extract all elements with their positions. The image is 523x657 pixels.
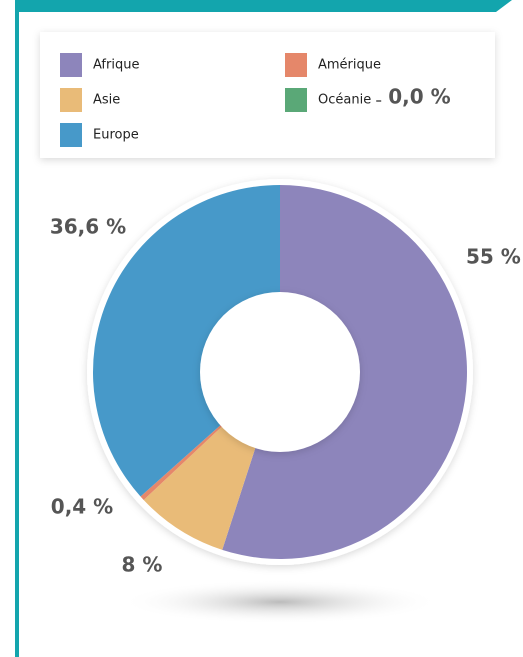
donut-hole-inner <box>208 300 352 444</box>
legend-swatch <box>60 53 82 77</box>
legend-label: Afrique <box>93 58 139 73</box>
slice <box>92 185 280 497</box>
legend-label: Asie <box>93 93 120 108</box>
left-border <box>15 0 19 657</box>
legend-label: Amérique <box>318 58 381 73</box>
shadow <box>120 580 440 624</box>
legend-swatch <box>285 53 307 77</box>
header-bar <box>15 0 512 12</box>
value-label: 8 % <box>122 553 163 577</box>
value-label: 55 % <box>466 245 521 269</box>
value-label: 0,4 % <box>51 495 113 519</box>
value-label: 36,6 % <box>50 215 126 239</box>
legend-value: 0,0 % <box>388 85 450 109</box>
legend-swatch <box>60 88 82 112</box>
legend-swatch <box>285 88 307 112</box>
legend-label: Océanie <box>318 93 371 108</box>
legend-label: Europe <box>93 128 139 143</box>
legend-box <box>40 32 495 158</box>
legend-swatch <box>60 123 82 147</box>
